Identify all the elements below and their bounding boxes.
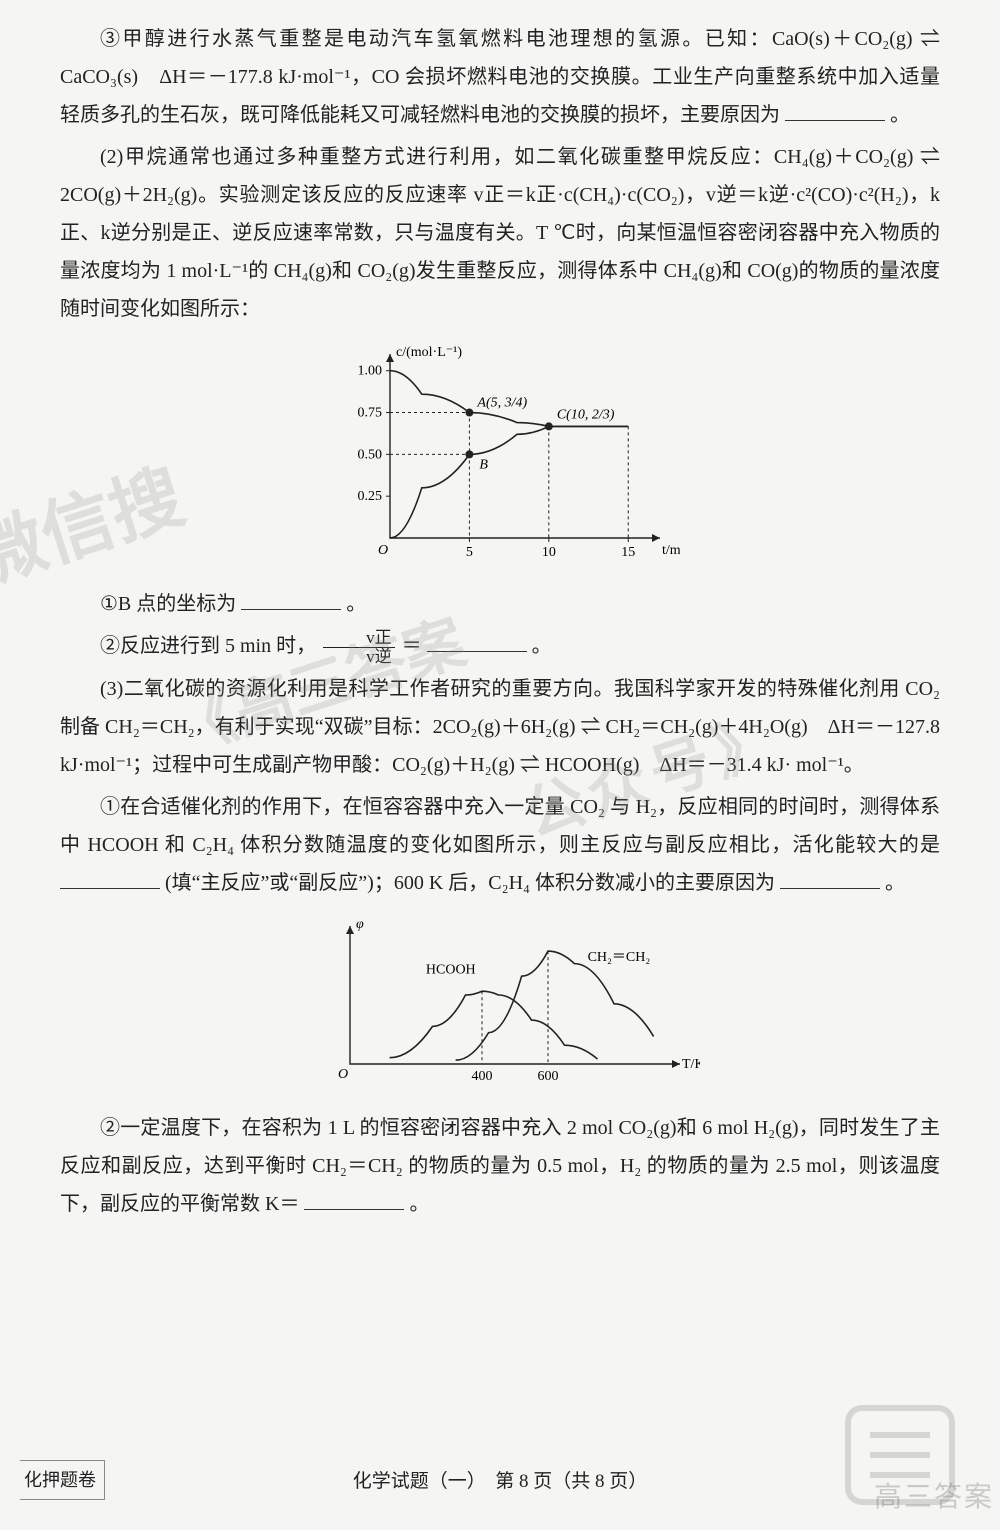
question-3-intro: (3)二氧化碳的资源化利用是科学工作者研究的重要方向。我国科学家开发的特殊催化剂… — [60, 670, 940, 784]
text: ＝ — [402, 635, 422, 657]
svg-text:0.75: 0.75 — [358, 406, 383, 421]
text: 。 — [346, 593, 366, 615]
text: 。 — [409, 1193, 429, 1215]
text: ①B 点的坐标为 — [100, 593, 236, 615]
svg-text:CH₂＝CH₂: CH₂＝CH₂ — [588, 950, 651, 965]
frac-den: v逆 — [323, 648, 395, 666]
answer-blank — [60, 869, 160, 889]
text: ①在合适催化剂的作用下，在恒容容器中充入一定量 CO₂ 与 H₂，反应相同的时间… — [60, 796, 940, 856]
svg-text:0.25: 0.25 — [358, 489, 383, 504]
question-2-1: ①B 点的坐标为 。 — [60, 585, 940, 623]
text: (3)二氧化碳的资源化利用是科学工作者研究的重要方向。我国科学家开发的特殊催化剂… — [60, 678, 940, 776]
question-2-2: ②反应进行到 5 min 时， v正 v逆 ＝ 。 — [60, 627, 940, 666]
text: ②一定温度下，在容积为 1 L 的恒容密闭容器中充入 2 mol CO₂(g)和… — [60, 1117, 940, 1215]
question-2-intro: (2)甲烷通常也通过多种重整方式进行利用，如二氧化碳重整甲烷反应：CH₄(g)＋… — [60, 138, 940, 328]
corner-watermark-text: 高三答案 — [874, 1471, 994, 1524]
answer-blank — [304, 1190, 404, 1210]
svg-text:15: 15 — [621, 545, 635, 560]
svg-text:T/K: T/K — [682, 1057, 700, 1072]
svg-text:B: B — [479, 457, 488, 472]
svg-text:0.50: 0.50 — [358, 447, 383, 462]
fraction-vratio: v正 v逆 — [323, 629, 395, 666]
chart-concentration-time: 0.25 0.50 0.75 1.00 5 10 15 A(5, 3/4) B C(10, 2/3… — [60, 336, 940, 579]
text: 。 — [890, 104, 910, 126]
svg-text:C(10, 2/3): C(10, 2/3) — [557, 407, 615, 422]
question-3-text: ③甲醇进行水蒸气重整是电动汽车氢氧燃料电池理想的氢源。已知：CaO(s)＋CO₂… — [60, 20, 940, 134]
answer-blank — [241, 590, 341, 610]
text: (2)甲烷通常也通过多种重整方式进行利用，如二氧化碳重整甲烷反应：CH₄(g)＋… — [60, 146, 940, 320]
chart1-svg: 0.25 0.50 0.75 1.00 5 10 15 A(5, 3/4) B C(10, 2/3… — [320, 336, 680, 566]
text: (填“主反应”或“副反应”)；600 K 后，C₂H₄ 体积分数减小的主要原因为 — [165, 872, 775, 894]
answer-blank — [785, 101, 885, 121]
svg-text:O: O — [378, 543, 388, 558]
chart2-svg: 400 600 HCOOH CH₂＝CH₂ φ T/K O — [300, 910, 700, 1090]
svg-text:10: 10 — [542, 545, 556, 560]
text: 。 — [885, 872, 905, 894]
question-3-2: ②一定温度下，在容积为 1 L 的恒容密闭容器中充入 2 mol CO₂(g)和… — [60, 1109, 940, 1223]
svg-text:600: 600 — [538, 1069, 559, 1084]
question-3-1: ①在合适催化剂的作用下，在恒容容器中充入一定量 CO₂ 与 H₂，反应相同的时间… — [60, 788, 940, 902]
svg-text:O: O — [338, 1067, 348, 1082]
svg-text:A(5, 3/4): A(5, 3/4) — [476, 396, 527, 411]
svg-text:1.00: 1.00 — [358, 364, 383, 379]
svg-text:t/min: t/min — [662, 543, 680, 558]
answer-blank — [427, 632, 527, 652]
svg-text:5: 5 — [466, 545, 473, 560]
text: ②反应进行到 5 min 时， — [100, 635, 316, 657]
text: 。 — [532, 635, 552, 657]
svg-text:c/(mol·L⁻¹): c/(mol·L⁻¹) — [396, 345, 462, 360]
svg-text:φ: φ — [356, 917, 364, 932]
chart-fraction-temperature: 400 600 HCOOH CH₂＝CH₂ φ T/K O — [60, 910, 940, 1103]
svg-text:HCOOH: HCOOH — [426, 962, 476, 977]
frac-num: v正 — [323, 629, 395, 648]
answer-blank — [780, 869, 880, 889]
svg-text:400: 400 — [472, 1069, 493, 1084]
